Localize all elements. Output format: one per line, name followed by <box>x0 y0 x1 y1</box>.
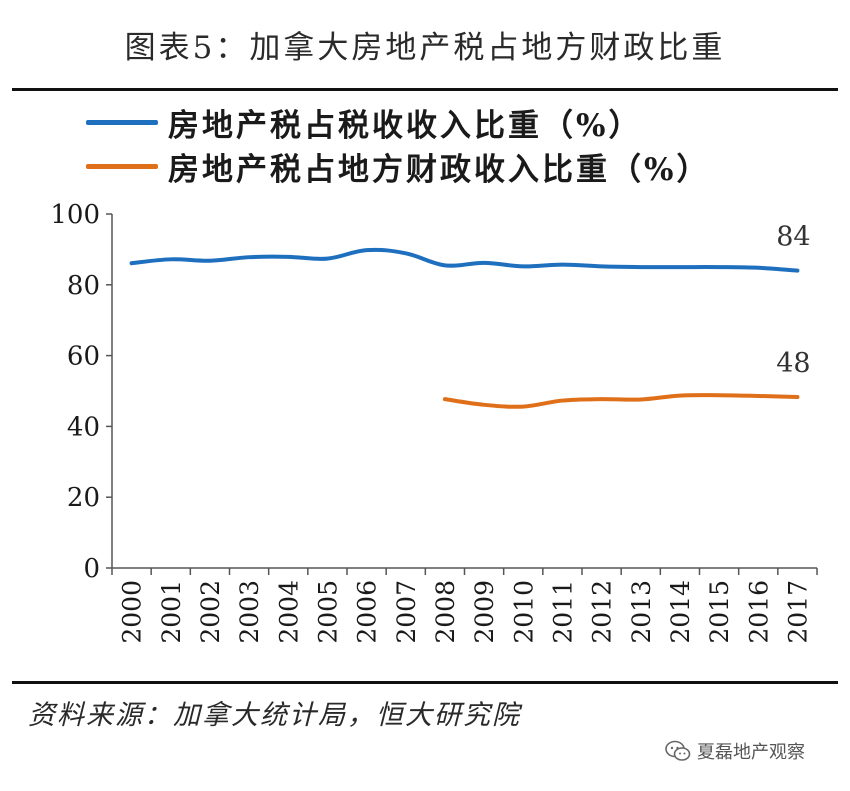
x-tick-label: 2010 <box>509 580 538 644</box>
legend-item-series-1: 房地产税占税收收入比重（%） <box>86 100 710 144</box>
y-tick-label: 0 <box>83 554 100 584</box>
bottom-rule <box>12 681 838 684</box>
x-tick-label: 2002 <box>196 580 225 644</box>
watermark-text: 夏磊地产观察 <box>697 742 805 763</box>
x-tick-label: 2015 <box>705 580 734 644</box>
x-tick-label: 2014 <box>666 580 695 644</box>
legend-label-series-1: 房地产税占税收收入比重（%） <box>168 107 643 144</box>
x-tick-label: 2016 <box>744 580 773 644</box>
x-tick-label: 2007 <box>392 580 421 644</box>
end-label-series-2: 48 <box>776 348 810 379</box>
chart-title: 图表5：加拿大房地产税占地方财政比重 <box>124 30 726 66</box>
x-tick-label: 2011 <box>548 580 577 644</box>
legend-swatch-series-1 <box>86 119 158 125</box>
legend-swatch-series-2 <box>86 163 158 169</box>
x-tick-label: 2005 <box>313 580 342 644</box>
x-tick-label: 2003 <box>235 580 264 644</box>
x-tick-label: 2000 <box>118 580 147 644</box>
legend: 房地产税占税收收入比重（%） 房地产税占地方财政收入比重（%） <box>86 100 710 188</box>
x-tick-label: 2017 <box>783 580 812 644</box>
x-tick-label: 2013 <box>627 580 656 644</box>
x-tick-label: 2008 <box>431 580 460 644</box>
legend-label-series-2: 房地产税占地方财政收入比重（%） <box>168 151 711 188</box>
x-tick-label: 2009 <box>470 580 499 644</box>
wechat-icon <box>665 740 691 761</box>
series-line-2 <box>442 393 800 409</box>
x-tick-label: 2001 <box>157 580 186 644</box>
source-note: 资料来源：加拿大统计局，恒大研究院 <box>28 700 521 731</box>
legend-item-series-2: 房地产税占地方财政收入比重（%） <box>86 144 710 188</box>
y-tick-label: 20 <box>67 483 100 513</box>
top-rule <box>12 88 838 91</box>
y-tick-label: 80 <box>67 271 100 301</box>
x-tick-label: 2012 <box>588 580 617 644</box>
watermark: 夏磊地产观察 <box>665 738 805 764</box>
series-line-1 <box>129 247 800 273</box>
end-label-series-1: 84 <box>776 222 810 253</box>
x-tick-label: 2006 <box>353 580 382 644</box>
x-tick-label: 2004 <box>274 580 303 644</box>
y-tick-label: 60 <box>67 342 100 372</box>
y-tick-label: 40 <box>67 412 100 442</box>
y-tick-label: 100 <box>50 200 100 230</box>
